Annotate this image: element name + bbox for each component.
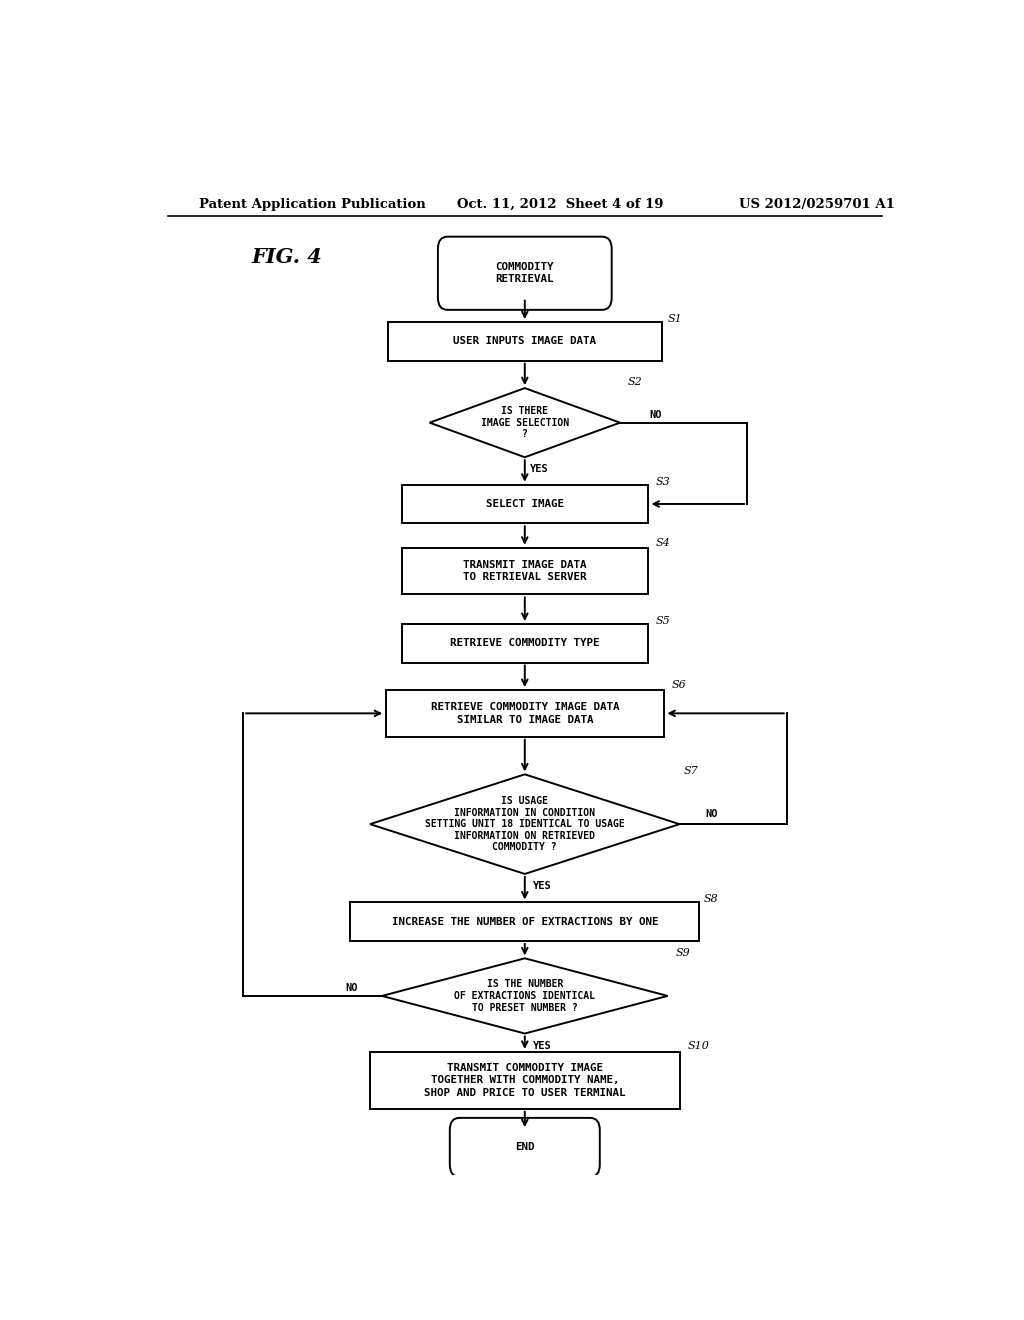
Text: S9: S9 (676, 948, 690, 958)
Text: SELECT IMAGE: SELECT IMAGE (485, 499, 564, 510)
Text: END: END (515, 1142, 535, 1152)
FancyBboxPatch shape (450, 1118, 600, 1177)
FancyBboxPatch shape (401, 624, 648, 663)
FancyBboxPatch shape (370, 1052, 680, 1109)
Text: IS USAGE
INFORMATION IN CONDITION
SETTING UNIT 18 IDENTICAL TO USAGE
INFORMATION: IS USAGE INFORMATION IN CONDITION SETTIN… (425, 796, 625, 853)
Text: TRANSMIT IMAGE DATA
TO RETRIEVAL SERVER: TRANSMIT IMAGE DATA TO RETRIEVAL SERVER (463, 560, 587, 582)
Text: YES: YES (532, 1040, 552, 1051)
Text: S10: S10 (687, 1040, 710, 1051)
Text: S6: S6 (672, 680, 686, 690)
Text: YES: YES (529, 465, 549, 474)
Text: US 2012/0259701 A1: US 2012/0259701 A1 (739, 198, 895, 211)
Text: Patent Application Publication: Patent Application Publication (200, 198, 426, 211)
FancyBboxPatch shape (350, 903, 699, 941)
Text: NO: NO (706, 809, 718, 818)
FancyBboxPatch shape (401, 484, 648, 523)
Text: S5: S5 (655, 616, 671, 626)
FancyBboxPatch shape (388, 322, 662, 360)
Polygon shape (430, 388, 620, 457)
Text: S4: S4 (655, 537, 671, 548)
FancyBboxPatch shape (401, 548, 648, 594)
Text: Oct. 11, 2012  Sheet 4 of 19: Oct. 11, 2012 Sheet 4 of 19 (458, 198, 664, 211)
Text: IS THE NUMBER
OF EXTRACTIONS IDENTICAL
TO PRESET NUMBER ?: IS THE NUMBER OF EXTRACTIONS IDENTICAL T… (455, 979, 595, 1012)
Polygon shape (382, 958, 668, 1034)
Text: USER INPUTS IMAGE DATA: USER INPUTS IMAGE DATA (454, 337, 596, 346)
Text: S7: S7 (684, 767, 698, 776)
Text: S2: S2 (628, 378, 643, 387)
Text: S8: S8 (703, 895, 718, 904)
FancyBboxPatch shape (438, 236, 611, 310)
Text: RETRIEVE COMMODITY IMAGE DATA
SIMILAR TO IMAGE DATA: RETRIEVE COMMODITY IMAGE DATA SIMILAR TO… (430, 702, 620, 725)
Text: NO: NO (345, 983, 358, 993)
Text: YES: YES (532, 882, 552, 891)
Text: S1: S1 (668, 314, 682, 323)
Text: FIG. 4: FIG. 4 (251, 247, 322, 267)
Text: TRANSMIT COMMODITY IMAGE
TOGETHER WITH COMMODITY NAME,
SHOP AND PRICE TO USER TE: TRANSMIT COMMODITY IMAGE TOGETHER WITH C… (424, 1063, 626, 1098)
Polygon shape (370, 775, 680, 874)
Text: COMMODITY
RETRIEVAL: COMMODITY RETRIEVAL (496, 263, 554, 284)
Text: NO: NO (649, 409, 662, 420)
Text: S3: S3 (655, 477, 671, 487)
Text: RETRIEVE COMMODITY TYPE: RETRIEVE COMMODITY TYPE (451, 639, 599, 648)
Text: INCREASE THE NUMBER OF EXTRACTIONS BY ONE: INCREASE THE NUMBER OF EXTRACTIONS BY ON… (391, 916, 658, 927)
FancyBboxPatch shape (386, 690, 664, 737)
Text: IS THERE
IMAGE SELECTION
?: IS THERE IMAGE SELECTION ? (480, 407, 569, 440)
